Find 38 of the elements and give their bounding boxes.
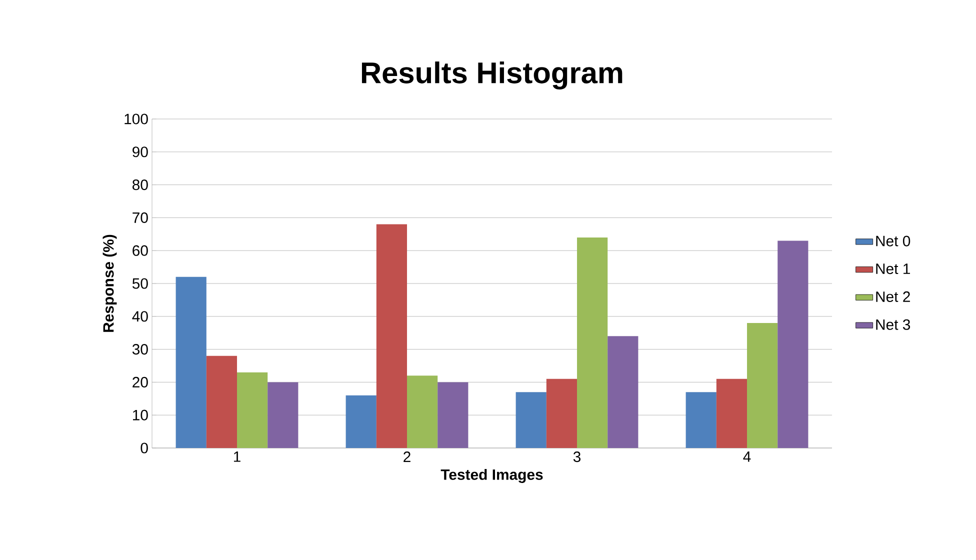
x-tick-label: 4 bbox=[743, 452, 751, 462]
y-tick-label: 40 bbox=[132, 311, 148, 322]
bar bbox=[407, 376, 438, 448]
y-tick-label: 70 bbox=[132, 212, 148, 223]
y-tick-label: 60 bbox=[132, 245, 148, 256]
y-tick-label: 50 bbox=[132, 278, 148, 289]
bar bbox=[268, 382, 298, 448]
bar bbox=[346, 395, 376, 448]
y-tick-label: 80 bbox=[132, 180, 148, 190]
bar bbox=[747, 322, 778, 448]
y-tick-label: 0 bbox=[140, 442, 148, 454]
y-axis-title: Response (%) bbox=[102, 234, 117, 332]
legend-label: Net 3 bbox=[876, 319, 910, 330]
legend-label: Net 2 bbox=[876, 291, 910, 302]
bar bbox=[376, 224, 408, 448]
x-tick-label: 1 bbox=[234, 452, 240, 462]
bar bbox=[206, 356, 238, 448]
bar bbox=[778, 240, 808, 448]
y-tick-label: 90 bbox=[132, 146, 148, 158]
bar bbox=[686, 392, 716, 448]
bar bbox=[608, 336, 638, 448]
y-tick-label: 100 bbox=[124, 114, 148, 124]
bar bbox=[546, 378, 578, 448]
bar bbox=[237, 372, 268, 448]
bar bbox=[438, 382, 468, 448]
x-tick-label: 2 bbox=[404, 452, 410, 462]
x-tick-label: 3 bbox=[573, 452, 581, 462]
bar bbox=[516, 392, 546, 448]
bar bbox=[577, 237, 608, 448]
bar bbox=[716, 378, 748, 448]
y-tick-label: 30 bbox=[132, 344, 148, 355]
y-tick-label: 10 bbox=[133, 410, 148, 420]
legend-label: Net 1 bbox=[876, 264, 910, 274]
chart-title: Results Histogram bbox=[362, 62, 622, 90]
legend-label: Net 0 bbox=[876, 236, 910, 246]
x-axis-title: Tested Images bbox=[440, 468, 543, 483]
bar bbox=[176, 276, 206, 448]
y-tick-label: 20 bbox=[132, 376, 148, 388]
